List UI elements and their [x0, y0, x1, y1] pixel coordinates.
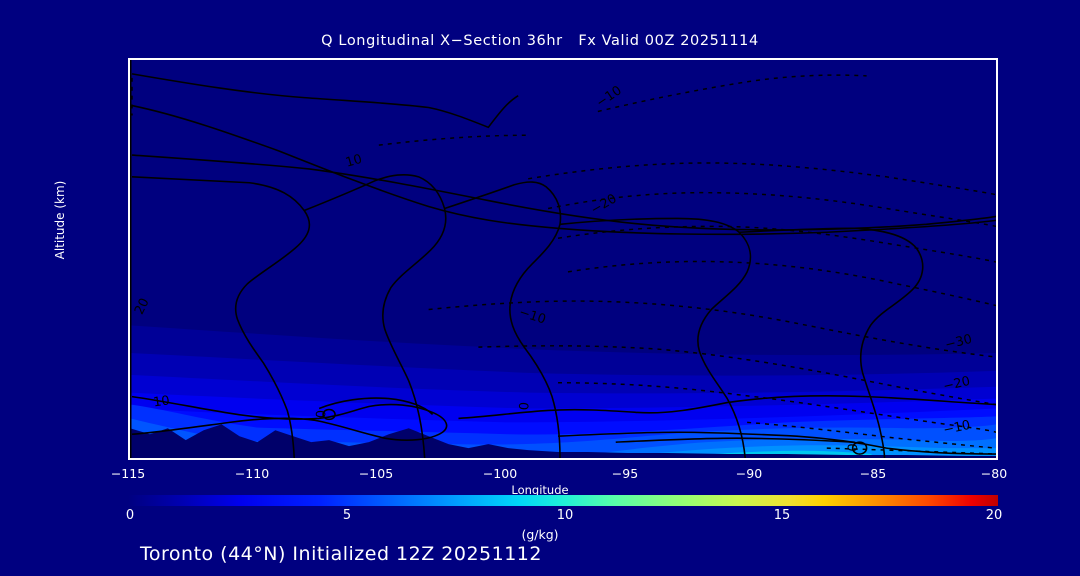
x-tick-major [996, 458, 998, 460]
colorbar [128, 495, 998, 506]
x-tick-major [378, 458, 380, 460]
contour-lines: 10 20 10 0 0 0 −10 −20 −10 −30 −20 −10 [130, 60, 996, 458]
x-tick-minor [652, 458, 653, 460]
x-tick-minor [800, 458, 801, 460]
contour-label-neg10c: −10 [942, 418, 972, 438]
x-tick-label-85: −85 [859, 466, 887, 481]
x-tick-label-105: −105 [358, 466, 394, 481]
colorbar-label-15: 15 [773, 508, 791, 523]
x-tick-minor [353, 458, 354, 460]
y-axis-title: Altitude (km) [53, 180, 67, 260]
contour-label-10a: 10 [344, 152, 364, 171]
x-tick-minor [577, 458, 578, 460]
contour-label-20a: 20 [132, 296, 153, 317]
colorbar-label-10: 10 [556, 508, 574, 523]
y-tick-minor [128, 440, 130, 441]
plot-area: 10 20 10 0 0 0 −10 −20 −10 −30 −20 −10 [128, 58, 998, 460]
contour-label-0c: 0 [846, 443, 862, 453]
colorbar-label-20: 20 [985, 508, 1003, 523]
figure-caption: Toronto (44°N) Initialized 12Z 20251112 [140, 543, 542, 565]
plot-layers: 10 20 10 0 0 0 −10 −20 −10 −30 −20 −10 [130, 60, 996, 458]
x-tick-minor [527, 458, 528, 460]
x-tick-minor [205, 458, 206, 460]
x-tick-major [627, 458, 629, 460]
x-tick-major [254, 458, 256, 460]
x-tick-minor [676, 458, 677, 460]
y-tick-10 [128, 260, 130, 262]
x-tick-minor [974, 458, 975, 460]
contour-label-neg20a: −20 [588, 191, 619, 218]
x-tick-minor [949, 458, 950, 460]
x-axis-title: Longitude [511, 483, 569, 497]
y-tick-minor [128, 400, 130, 401]
x-tick-minor [155, 458, 156, 460]
x-tick-minor [776, 458, 777, 460]
x-tick-minor [477, 458, 478, 460]
chart-title: Q Longitudinal X−Section 36hr Fx Valid 0… [321, 33, 759, 49]
x-tick-minor [229, 458, 230, 460]
x-tick-minor [428, 458, 429, 460]
colorbar-tick-labels: 0 5 10 15 20 [126, 508, 1002, 526]
colorbar-units: (g/kg) [521, 527, 559, 542]
x-tick-minor [329, 458, 330, 460]
colorbar-label-5: 5 [342, 508, 352, 523]
contour-label-neg10a: −10 [594, 83, 625, 111]
x-tick-label-110: −110 [234, 466, 270, 481]
x-tick-label-80: −80 [980, 466, 1008, 481]
x-tick-label-100: −100 [482, 466, 518, 481]
x-tick-minor [825, 458, 826, 460]
x-tick-major [875, 458, 877, 460]
x-tick-minor [304, 458, 305, 460]
y-tick-minor [128, 380, 130, 381]
x-tick-minor [850, 458, 851, 460]
contour-label-0a: 0 [314, 410, 329, 419]
humidity-shading [130, 60, 996, 458]
x-tick-minor [453, 458, 454, 460]
x-tick-minor [552, 458, 553, 460]
x-tick-minor [180, 458, 181, 460]
x-tick-minor [602, 458, 603, 460]
contour-label-10b: 10 [152, 393, 170, 410]
x-tick-minor [726, 458, 727, 460]
contour-label-0b: 0 [517, 402, 533, 411]
y-tick-20 [128, 60, 130, 62]
contour-label-neg10b: −10 [517, 305, 548, 328]
x-tick-minor [701, 458, 702, 460]
x-tick-label-115: −115 [110, 466, 146, 481]
x-tick-major [502, 458, 504, 460]
colorbar-label-0: 0 [125, 508, 135, 523]
x-tick-minor [900, 458, 901, 460]
x-tick-major [751, 458, 753, 460]
x-tick-label-90: −90 [735, 466, 763, 481]
x-tick-minor [403, 458, 404, 460]
x-tick-minor [924, 458, 925, 460]
x-tick-major [130, 458, 132, 460]
y-tick-15 [128, 160, 130, 162]
contour-label-neg20b: −20 [942, 374, 972, 395]
contour-label-neg30: −30 [944, 332, 974, 353]
y-tick-minor [128, 420, 130, 421]
x-tick-label-95: −95 [611, 466, 639, 481]
y-tick-5 [128, 360, 130, 362]
x-tick-minor [279, 458, 280, 460]
